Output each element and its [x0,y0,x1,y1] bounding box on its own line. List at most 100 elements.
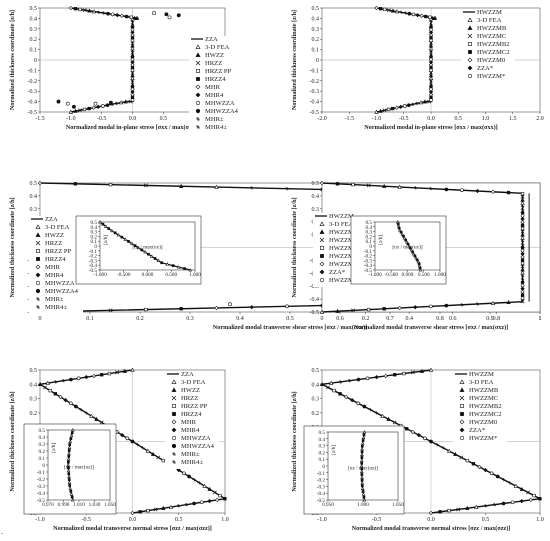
legend-marker [319,277,325,283]
inset-data-point [136,245,141,250]
data-point [215,497,220,503]
legend-label: HWZZ [45,232,64,239]
data-point [508,481,512,485]
inset-data-point [66,468,71,473]
legend-marker [320,246,324,250]
y-tick-label: 0.2 [312,37,320,43]
data-point [335,182,340,186]
data-point [444,303,449,308]
legend-label: ZZA* [469,427,485,434]
data-point [362,404,367,409]
data-point [82,8,87,13]
data-point [520,229,525,234]
legend-marker [459,427,465,433]
legend-label: HRZZ PP [181,403,208,410]
legend-marker [172,404,176,408]
legend-label: MHWZZA4 [181,443,215,450]
data-point [528,497,533,503]
data-point [192,501,196,506]
legend-marker [35,272,41,278]
data-point [130,89,135,95]
data-point [428,89,434,95]
data-point [45,380,51,385]
data-point [428,46,434,51]
data-point [101,104,105,108]
data-point [520,254,525,260]
legend-marker [467,17,473,22]
data-point [428,510,434,516]
inset: 0.950 1.000 1.050-0.5-0.4-0.3-0.2-0.100.10… [303,425,405,515]
data-point [520,194,525,199]
data-point [78,108,82,113]
data-point [520,264,525,269]
data-point [96,104,101,109]
inset-data-point [402,234,405,238]
data-point [74,404,78,409]
inset-data-point [360,461,364,465]
x-axis-label: Normalized modal transverse shear stress… [354,324,508,331]
x-axis-label: Normalized modal transverse normal stres… [53,525,212,532]
legend-label: HRZZ4 [45,256,66,263]
legend-label: 3-D FEA [181,379,206,386]
inset-data-point [120,235,124,239]
legend-label: HRZZ [205,60,222,67]
data-point [471,462,476,466]
y-tick-label: 0.4 [366,225,373,231]
data-point [73,182,77,186]
data-point [78,7,82,12]
inset-data-point [98,220,102,224]
data-point [130,73,135,78]
legend-label: MHR± [181,451,200,458]
data-point [130,62,135,67]
y-tick-label: -0.1 [89,249,98,255]
inset-data-point [147,252,150,256]
y-tick-label: -0.3 [28,89,38,95]
inset-data-point [68,443,71,446]
x-tick-label: -1.0 [317,517,327,523]
data-point [520,213,525,218]
x-tick-label: 0.4 [236,316,244,322]
data-point [73,7,78,11]
legend-marker [460,404,464,408]
y-tick-label: -0.1 [310,68,320,74]
legend-label: HWZZMC2 [469,411,502,418]
x-tick-label: 0.500 [418,272,430,278]
data-point [133,16,138,20]
data-point [520,283,525,288]
y-axis-label: Normalized thickness coordinate [z/h] [9,197,16,297]
data-point [520,207,525,212]
data-point [118,100,124,105]
y-tick-label: -0.4 [37,491,46,497]
data-point [513,483,519,488]
inset-data-point [362,498,367,502]
data-point [477,464,482,470]
legend-label: MHR4± [181,459,203,466]
legend-label: MHR4 [205,92,224,99]
y-tick-label: -0.3 [317,484,326,490]
data-point [58,394,63,400]
data-point [97,10,101,14]
data-point [520,204,525,209]
data-point [506,300,511,305]
data-point [423,436,427,441]
inset-x-label: [ux / max(ux)] [392,243,423,250]
panel-b: -2.0 -1.5 -1.0 -0.5 0.0 0.5 1.0 1.5 2.0 -0.5 -0.4 -… [291,5,544,131]
y-tick-label: -0.4 [89,263,98,269]
data-point [405,427,409,431]
y-tick-label: 0.1 [30,48,38,54]
inset-data-point [116,233,121,237]
x-tick-label: 0.1 [86,316,94,322]
outlier-point [56,99,61,104]
inset-data-point [362,495,366,499]
inset-data-point [143,250,147,254]
data-point [212,490,217,495]
x-axis-label: Normalized modal transverse shear stress… [213,324,367,331]
legend-label: HRZZ PP [205,68,232,75]
y-tick-label: 0.4 [30,16,38,22]
legend-marker [35,232,41,237]
data-point [249,305,254,310]
y-tick-label: 0.5 [91,220,98,226]
